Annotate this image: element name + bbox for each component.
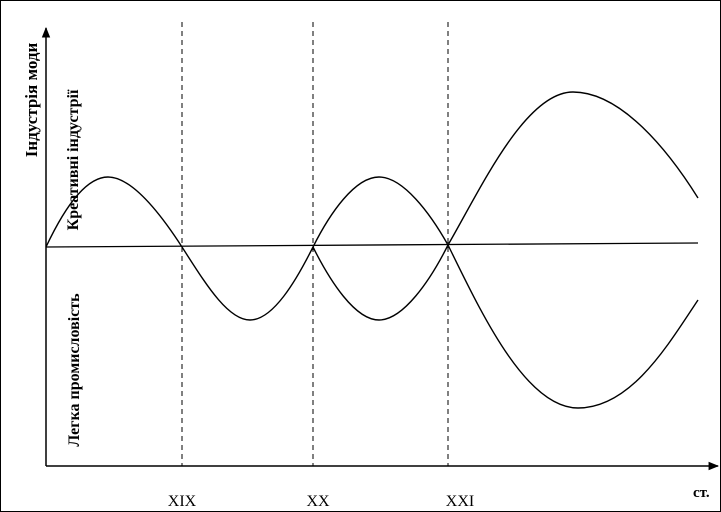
curve-light-industry: [312, 243, 699, 409]
curve-creative-industries: [45, 91, 699, 321]
region-label-lower: Легка промисловість: [66, 293, 83, 447]
y-axis-label: Індустрія моди: [22, 43, 41, 158]
x-axis-label: ст.: [693, 485, 710, 501]
century-label-xix: XIX: [168, 493, 197, 510]
century-label-xxi: XXI: [446, 493, 474, 510]
baseline: [45, 242, 699, 248]
century-label-xx: XX: [306, 493, 330, 510]
region-label-upper: Креативні індустрії: [65, 89, 82, 230]
